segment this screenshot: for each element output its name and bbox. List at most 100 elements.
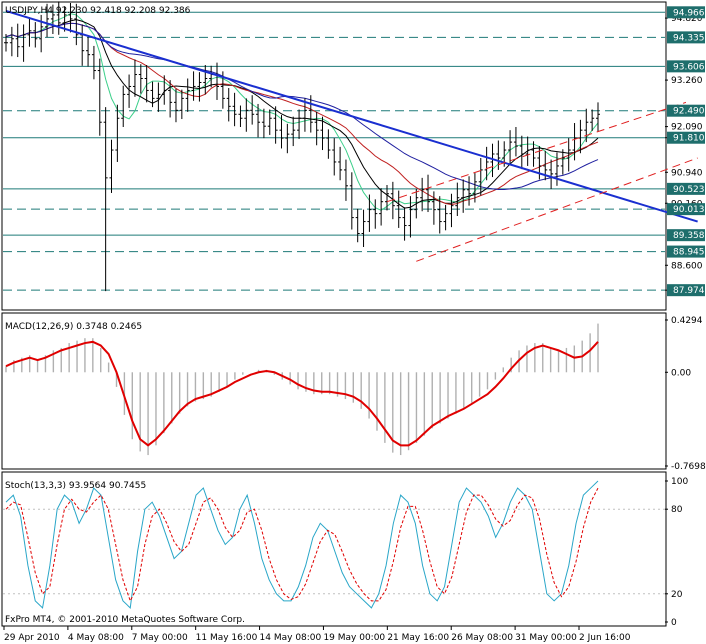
price-tick-label: 90.940	[671, 168, 703, 178]
price-bar	[449, 193, 454, 228]
price-bar	[226, 88, 231, 122]
time-tick-label: 14 May 08:00	[260, 633, 322, 643]
level-tag	[667, 229, 705, 242]
price-bar	[238, 105, 243, 127]
price-bar	[484, 146, 489, 181]
price-bar	[596, 102, 600, 132]
level-tag	[667, 203, 705, 216]
price-bar	[4, 33, 8, 52]
level-tag-label: 90.523	[673, 185, 705, 195]
downtrend-line	[5, 9, 698, 223]
stoch-tick-label: 80	[671, 505, 683, 515]
price-bar	[443, 204, 448, 231]
price-bar	[455, 182, 460, 217]
price-bar	[267, 109, 272, 135]
price-bar	[121, 85, 126, 127]
time-tick-label: 21 May 16:00	[387, 633, 449, 643]
price-bar	[132, 59, 137, 97]
price-tick-label: 93.260	[671, 76, 703, 86]
price-bar	[138, 64, 143, 94]
level-tag-label: 94.966	[673, 8, 705, 18]
price-bar	[179, 89, 184, 120]
price-bar	[62, 6, 67, 32]
level-tag-label: 93.606	[673, 62, 705, 72]
level-tag	[667, 131, 705, 144]
price-bar	[379, 188, 384, 226]
price-bar	[478, 157, 483, 196]
level-tag-label: 89.358	[673, 231, 705, 241]
price-bar	[396, 190, 401, 228]
price-bar	[384, 185, 389, 211]
price-bar	[431, 191, 436, 225]
price-bar	[367, 194, 372, 232]
price-bar	[97, 58, 102, 136]
price-bar	[525, 136, 530, 166]
price-bar	[531, 141, 536, 167]
time-tick-label: 26 May 08:00	[451, 633, 513, 643]
level-tag	[667, 284, 705, 297]
price-bar	[390, 181, 395, 220]
price-bar	[185, 78, 190, 112]
price-bar	[513, 126, 518, 157]
price-bar	[197, 72, 202, 102]
level-tag-label: 92.490	[673, 107, 705, 117]
copyright-label: FxPro MT4, © 2001-2010 MetaQuotes Softwa…	[5, 615, 245, 625]
price-bar	[173, 88, 178, 123]
price-bar	[45, 3, 50, 38]
price-bar	[437, 196, 442, 234]
price-bar	[297, 109, 302, 139]
level-tag	[667, 104, 705, 117]
stoch-signal-line	[5, 487, 599, 603]
price-bar	[156, 82, 161, 112]
price-bar	[91, 45, 96, 80]
price-bar	[162, 75, 167, 105]
level-tag-label: 90.013	[673, 205, 705, 215]
price-bar	[519, 135, 524, 170]
time-tick-label: 31 May 00:00	[515, 633, 577, 643]
price-tick-label: 94.820	[671, 14, 703, 24]
macd-series	[5, 323, 599, 456]
price-bar	[127, 74, 132, 108]
level-tag	[667, 60, 705, 73]
price-bar	[150, 81, 155, 108]
stoch-axis: 100 80 20 0	[665, 477, 688, 628]
price-bar	[461, 179, 466, 213]
macd-panel	[1, 312, 667, 470]
price-bar	[168, 80, 173, 118]
level-tag	[667, 6, 705, 19]
price-bar	[74, 3, 79, 46]
price-bar	[338, 146, 343, 181]
price-bar	[256, 103, 261, 138]
level-tag	[667, 182, 705, 195]
level-tag-label: 88.945	[673, 248, 705, 258]
price-bar	[50, 4, 55, 34]
price-bar	[261, 108, 266, 139]
price-bar	[408, 196, 413, 238]
price-bar	[373, 199, 378, 229]
price-bar	[86, 37, 91, 67]
stoch-tick-label: 20	[671, 590, 683, 600]
price-bar	[203, 64, 208, 95]
price-bar	[343, 159, 348, 201]
time-axis: 29 Apr 2010 4 May 08:00 7 May 00:00 11 May …	[3, 626, 631, 643]
price-bar	[402, 207, 407, 241]
stoch-series	[3, 480, 665, 609]
price-bar	[103, 107, 108, 292]
level-tag-label: 94.335	[673, 33, 705, 43]
price-bar	[549, 159, 554, 189]
price-bar	[420, 177, 425, 212]
ma-fast-line	[5, 13, 599, 211]
price-bar	[490, 143, 495, 178]
price-bar	[9, 26, 14, 57]
time-tick-label: 4 May 08:00	[68, 633, 124, 643]
price-bar	[109, 139, 114, 193]
time-tick-label: 7 May 00:00	[132, 633, 188, 643]
macd-tick-label: 0.4294	[671, 316, 703, 326]
price-bar	[15, 23, 20, 58]
price-bar	[115, 104, 120, 162]
price-bar	[56, 1, 61, 35]
price-bar	[467, 176, 472, 206]
price-bar	[472, 173, 477, 203]
time-tick-label: 11 May 16:00	[196, 633, 258, 643]
price-bar	[250, 95, 255, 125]
